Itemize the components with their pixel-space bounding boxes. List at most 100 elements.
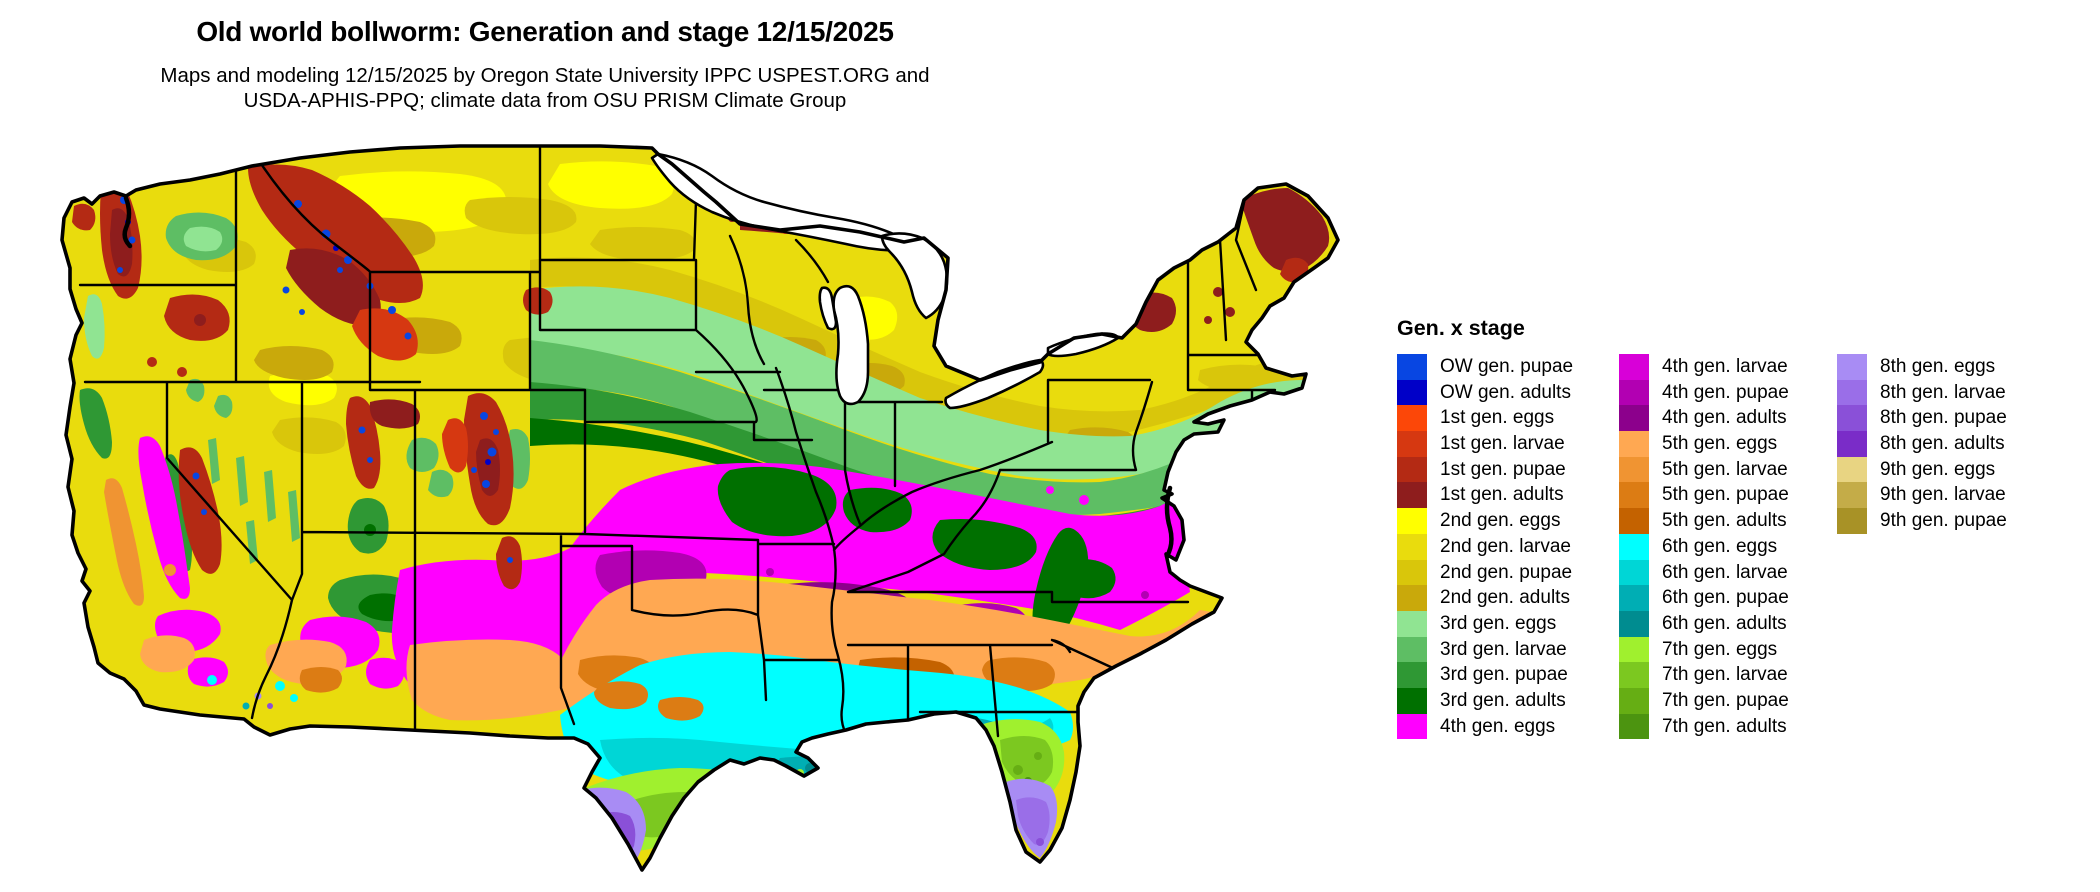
lake-erie — [944, 358, 1045, 410]
legend-label: 3rd gen. adults — [1440, 689, 1566, 711]
legend-item: 4th gen. adults — [1619, 405, 1789, 432]
legend-swatch — [1619, 713, 1649, 740]
legend-swatch — [1397, 379, 1427, 406]
legend-item: 5th gen. pupae — [1619, 482, 1789, 509]
legend-swatch — [1397, 610, 1427, 637]
legend-label: 5th gen. larvae — [1662, 458, 1788, 480]
legend-item: 3rd gen. adults — [1397, 687, 1573, 714]
legend-swatch — [1397, 585, 1427, 611]
legend-item: 7th gen. larvae — [1619, 662, 1789, 688]
legend-label: 5th gen. eggs — [1662, 433, 1778, 455]
legend-label: 7th gen. eggs — [1662, 638, 1778, 660]
legend-swatch — [1619, 636, 1649, 663]
legend-label: 9th gen. pupae — [1880, 510, 2007, 532]
legend-item: 6th gen. adults — [1619, 610, 1789, 637]
legend-label: 4th gen. pupae — [1662, 381, 1789, 403]
legend-swatch — [1619, 379, 1649, 406]
legend-item: 7th gen. eggs — [1619, 636, 1789, 663]
legend-item: 3rd gen. pupae — [1397, 662, 1573, 688]
legend-label: 6th gen. eggs — [1662, 535, 1778, 557]
legend-item: 4th gen. pupae — [1619, 379, 1789, 406]
legend-swatch — [1397, 508, 1427, 534]
legend-label: OW gen. adults — [1440, 381, 1571, 403]
legend-swatch — [1397, 533, 1427, 560]
legend-swatch — [1837, 482, 1867, 509]
legend-label: 7th gen. larvae — [1662, 664, 1788, 686]
legend-label: 1st gen. eggs — [1440, 407, 1555, 429]
legend-label: 5th gen. pupae — [1662, 484, 1789, 506]
legend-item: 8th gen. adults — [1837, 431, 2007, 457]
legend-swatch — [1837, 405, 1867, 432]
legend-item: 2nd gen. eggs — [1397, 508, 1573, 534]
legend-item: 6th gen. pupae — [1619, 585, 1789, 611]
legend-label: 5th gen. adults — [1662, 510, 1787, 532]
title-block: Old world bollworm: Generation and stage… — [0, 16, 1090, 113]
legend-label: 8th gen. larvae — [1880, 381, 2006, 403]
legend-swatch — [1619, 456, 1649, 483]
legend-item: 1st gen. pupae — [1397, 456, 1573, 483]
legend-swatch — [1397, 636, 1427, 663]
legend-item: 9th gen. eggs — [1837, 456, 2007, 483]
legend-swatch — [1619, 559, 1649, 586]
legend-label: 1st gen. pupae — [1440, 458, 1566, 480]
legend-swatch — [1397, 405, 1427, 432]
legend-item: 1st gen. eggs — [1397, 405, 1573, 432]
puget-sound — [122, 195, 133, 249]
legend-item: 9th gen. larvae — [1837, 482, 2007, 509]
subtitle-line-2: USDA-APHIS-PPQ; climate data from OSU PR… — [243, 88, 847, 112]
legend-column-3: 8th gen. eggs 8th gen. larvae 8th gen. pup… — [1837, 354, 2007, 534]
legend-label: 8th gen. eggs — [1880, 356, 1996, 377]
legend-label: 4th gen. larvae — [1662, 356, 1788, 377]
legend-item: 1st gen. adults — [1397, 482, 1573, 509]
legend-swatch — [1397, 431, 1427, 457]
legend-label: 8th gen. pupae — [1880, 407, 2007, 429]
legend-item: 8th gen. eggs — [1837, 354, 2007, 380]
legend-item: 5th gen. adults — [1619, 508, 1789, 534]
legend-label: 4th gen. eggs — [1440, 715, 1556, 737]
legend-swatch — [1837, 379, 1867, 406]
us-outline — [60, 144, 1340, 872]
map-darkgreen-islands — [717, 466, 1116, 649]
legend-label: 7th gen. pupae — [1662, 689, 1789, 711]
legend-item: OW gen. pupae — [1397, 354, 1573, 380]
legend-swatch — [1619, 533, 1649, 560]
legend-swatch — [1619, 585, 1649, 611]
legend-swatch — [1397, 354, 1427, 380]
legend-item: 9th gen. pupae — [1837, 508, 2007, 534]
legend-label: 3rd gen. larvae — [1440, 638, 1567, 660]
great-lakes — [650, 152, 1120, 410]
legend-item: 1st gen. larvae — [1397, 431, 1573, 457]
legend-item: 7th gen. pupae — [1619, 687, 1789, 714]
legend-item: 4th gen. eggs — [1397, 713, 1573, 740]
legend-swatch — [1619, 610, 1649, 637]
legend-title: Gen. x stage — [1397, 316, 1525, 340]
legend-label: 2nd gen. pupae — [1440, 561, 1573, 583]
map-svg — [60, 144, 1340, 872]
legend-item: OW gen. adults — [1397, 379, 1573, 406]
legend-item: 8th gen. larvae — [1837, 379, 2007, 406]
us-generation-stage-map — [40, 140, 1340, 885]
page-title: Old world bollworm: Generation and stage… — [196, 16, 894, 47]
legend-swatch — [1397, 662, 1427, 688]
legend-label: 3rd gen. eggs — [1440, 612, 1557, 634]
legend-item: 5th gen. eggs — [1619, 431, 1789, 457]
legend-swatch — [1837, 354, 1867, 380]
legend-swatch — [1619, 354, 1649, 380]
legend-swatch — [1837, 456, 1867, 483]
legend-label: 3rd gen. pupae — [1440, 664, 1568, 686]
legend-item: 8th gen. pupae — [1837, 405, 2007, 432]
legend-item: 5th gen. larvae — [1619, 456, 1789, 483]
legend-item: 7th gen. adults — [1619, 713, 1789, 740]
legend-label: 4th gen. adults — [1662, 407, 1787, 429]
legend-item: 3rd gen. eggs — [1397, 610, 1573, 637]
legend-item: 4th gen. larvae — [1619, 354, 1789, 380]
legend-swatch — [1619, 482, 1649, 509]
page-subtitle: Maps and modeling 12/15/2025 by Oregon S… — [0, 64, 1090, 113]
green-bay — [818, 286, 838, 331]
legend-label: 1st gen. larvae — [1440, 433, 1565, 455]
legend-label: 8th gen. adults — [1880, 433, 2005, 455]
legend-swatch — [1619, 687, 1649, 714]
legend-swatch — [1837, 508, 1867, 534]
legend-item: 6th gen. eggs — [1619, 533, 1789, 560]
legend-label: 6th gen. larvae — [1662, 561, 1788, 583]
